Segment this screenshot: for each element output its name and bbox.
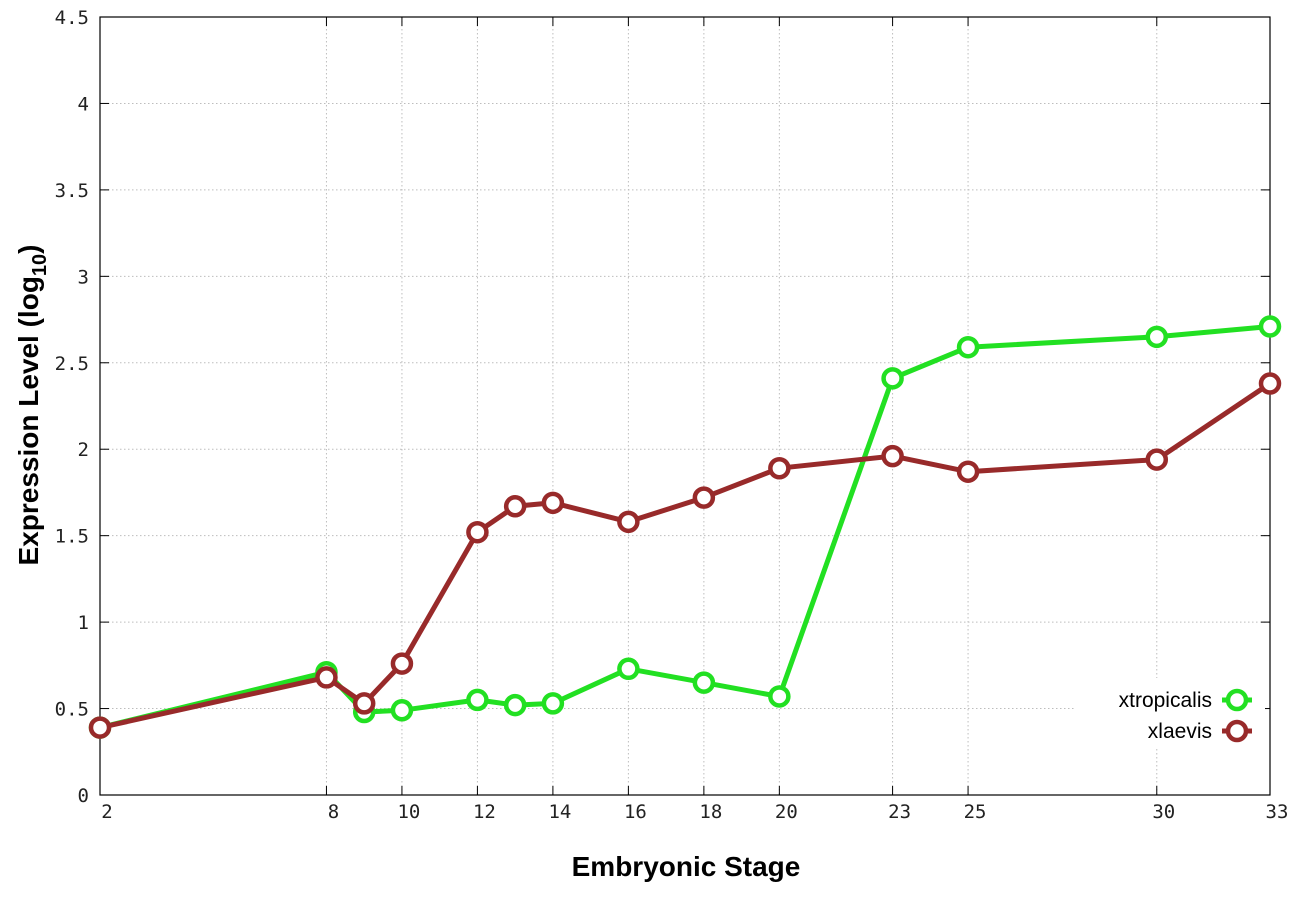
data-point-xlaevis <box>541 491 565 515</box>
y-tick-label: 1 <box>78 612 89 634</box>
data-point-xlaevis <box>466 520 489 544</box>
axis-ticks: 0 0.5 1 1.5 2 2.5 3 3.5 4 4.5 2 8 10 12 14 16 18 20 23 25 30… <box>55 7 1289 823</box>
data-point-xlaevis <box>503 495 527 518</box>
data-point-xlaevis <box>352 692 376 715</box>
x-tick-label: 20 <box>775 801 798 823</box>
series-layer <box>88 315 1282 739</box>
y-tick-label: 3.5 <box>55 180 89 202</box>
data-point-xlaevis <box>1258 372 1282 395</box>
legend-marker-xlaevis <box>1225 719 1249 743</box>
data-point-xlaevis <box>88 716 112 739</box>
plot-frame <box>99 16 1271 796</box>
data-point-xlaevis <box>956 460 980 483</box>
y-axis-label: Expression Level (log10) <box>13 245 51 566</box>
data-point-xtropicalis <box>390 699 414 722</box>
series-xtropicalis <box>88 315 1282 739</box>
data-point-xlaevis <box>881 444 904 468</box>
data-point-xlaevis <box>617 510 640 534</box>
y-axis-label-subscript: 10 <box>29 254 51 276</box>
y-tick-label: 4.5 <box>55 7 89 29</box>
x-axis-label: Embryonic Stage <box>572 851 801 882</box>
y-axis-label-close: ) <box>13 245 44 254</box>
y-tick-label: 2 <box>78 439 89 461</box>
x-tick-label: 12 <box>473 801 496 823</box>
data-point-xlaevis <box>315 666 338 689</box>
y-tick-label: 4 <box>78 93 89 115</box>
data-point-xtropicalis <box>617 657 640 681</box>
data-point-xtropicalis <box>1145 325 1169 349</box>
data-point-xlaevis <box>1145 448 1169 471</box>
data-point-xtropicalis <box>541 692 565 715</box>
y-tick-label: 2.5 <box>55 353 89 375</box>
series-xlaevis <box>88 372 1282 739</box>
x-tick-label: 14 <box>548 801 571 823</box>
series-line-xtropicalis <box>97 324 1273 731</box>
x-tick-label: 16 <box>624 801 647 823</box>
legend-marker-xtropicalis <box>1225 688 1249 712</box>
data-point-xtropicalis <box>956 335 980 359</box>
y-tick-label: 0.5 <box>55 699 89 721</box>
grid-lines <box>100 17 1270 795</box>
series-line-xlaevis <box>97 381 1273 731</box>
x-tick-label: 33 <box>1266 801 1289 823</box>
x-tick-label: 30 <box>1152 801 1175 823</box>
legend-label-xtropicalis: xtropicalis <box>1119 689 1212 712</box>
x-tick-label: 10 <box>397 801 420 823</box>
data-point-xtropicalis <box>466 688 489 712</box>
data-point-xtropicalis <box>692 671 716 694</box>
x-tick-label: 23 <box>888 801 911 823</box>
data-point-xtropicalis <box>1258 315 1282 338</box>
x-tick-label: 18 <box>699 801 722 823</box>
data-point-xlaevis <box>692 486 716 509</box>
data-point-xlaevis <box>390 652 414 675</box>
x-tick-label: 25 <box>964 801 987 823</box>
y-tick-label: 0 <box>78 785 89 807</box>
data-point-xtropicalis <box>768 685 791 708</box>
x-tick-label: 8 <box>328 801 339 823</box>
x-tick-label: 2 <box>101 801 112 823</box>
y-tick-label: 1.5 <box>55 526 89 548</box>
y-tick-label: 3 <box>78 266 89 288</box>
y-axis-label-main: Expression Level (log <box>13 276 44 565</box>
data-point-xtropicalis <box>881 367 904 390</box>
data-point-xtropicalis <box>503 693 527 717</box>
data-point-xlaevis <box>768 456 791 480</box>
legend: xtropicalis xlaevis <box>1075 678 1265 748</box>
legend-label-xlaevis: xlaevis <box>1148 720 1212 743</box>
